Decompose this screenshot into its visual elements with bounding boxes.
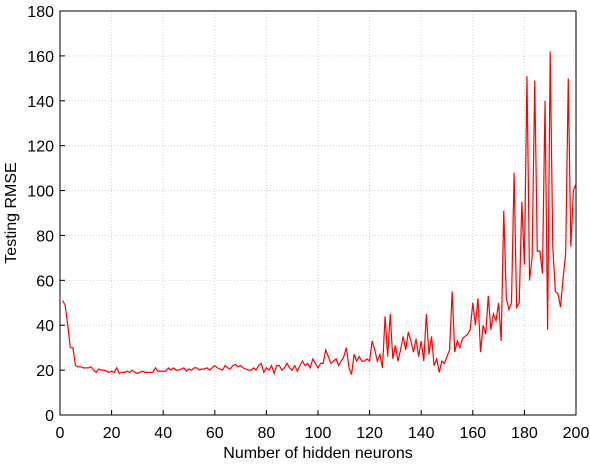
x-tick-label: 180 <box>511 425 538 442</box>
x-tick-label: 100 <box>305 425 332 442</box>
y-tick-label: 120 <box>27 139 54 156</box>
y-tick-label: 60 <box>36 273 54 290</box>
plot-frame <box>59 10 577 416</box>
x-axis-label: Number of hidden neurons <box>223 445 412 462</box>
x-tick-label: 140 <box>408 425 435 442</box>
x-tick-label: 40 <box>154 425 172 442</box>
x-tick-label: 80 <box>258 425 276 442</box>
y-tick-label: 20 <box>36 363 54 380</box>
y-tick-label: 0 <box>45 408 54 425</box>
data-line <box>62 51 577 376</box>
y-tick-label: 40 <box>36 318 54 335</box>
y-tick-label: 80 <box>36 228 54 245</box>
x-tick-label: 120 <box>356 425 383 442</box>
y-axis-label: Testing RMSE <box>3 162 20 263</box>
x-tick-label: 0 <box>56 425 65 442</box>
y-tick-label: 140 <box>27 94 54 111</box>
y-tick-label: 160 <box>27 49 54 66</box>
x-tick-label: 160 <box>459 425 486 442</box>
y-tick-label: 100 <box>27 184 54 201</box>
x-tick-label: 20 <box>103 425 121 442</box>
x-tick-label: 200 <box>563 425 590 442</box>
x-tick-label: 60 <box>206 425 224 442</box>
y-tick-label: 180 <box>27 4 54 21</box>
